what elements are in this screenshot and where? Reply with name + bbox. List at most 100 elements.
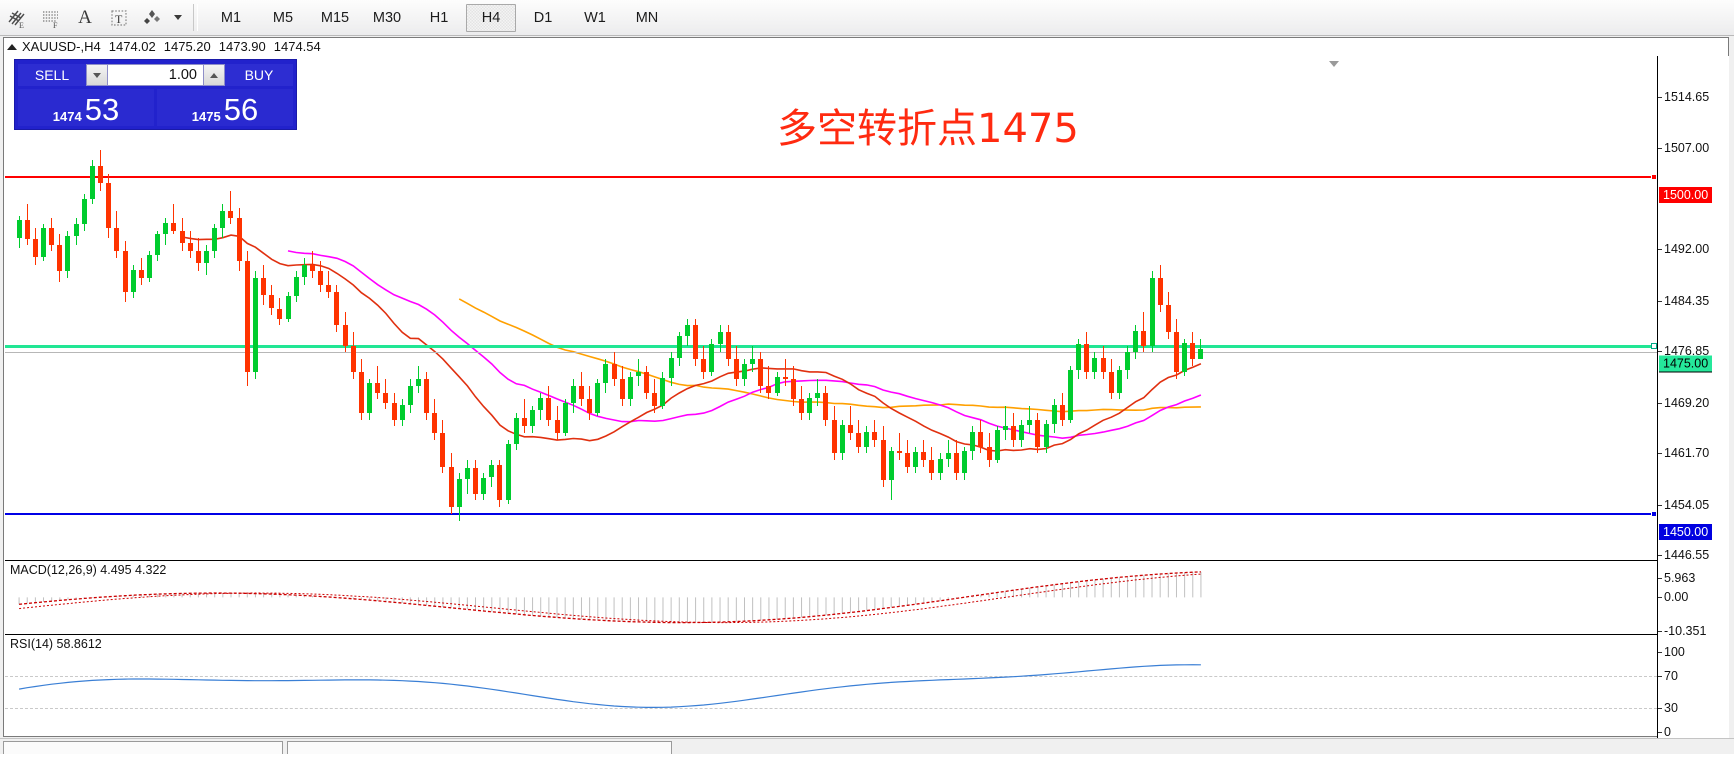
buy-price[interactable]: 1475 56 (157, 89, 293, 126)
candle-body (962, 450, 968, 474)
candle-body (1051, 404, 1057, 424)
candle-body (326, 284, 332, 292)
timeframe-mn[interactable]: MN (635, 9, 659, 26)
candle-body (1043, 423, 1049, 447)
symbol-bar: XAUUSD-,H4 1474.02 1475.20 1473.90 1474.… (4, 38, 1728, 55)
candle-body (896, 450, 902, 454)
candle-body (399, 404, 405, 420)
candle-body (652, 392, 658, 407)
candle-body (1019, 424, 1025, 440)
sell-button[interactable]: SELL (18, 64, 86, 86)
candle-body (49, 228, 55, 246)
trade-panel-top: SELL 1.00 BUY (15, 60, 296, 87)
buy-button[interactable]: BUY (225, 64, 293, 86)
rsi-pane[interactable]: RSI(14) 58.8612 (5, 636, 1657, 738)
price-tag-1475-00[interactable]: 1475.00 (1659, 355, 1713, 373)
candle-body (220, 210, 226, 229)
svg-text:E: E (19, 21, 24, 29)
macd-tick: 5.963 (1658, 571, 1695, 585)
candle-body (204, 251, 210, 264)
candle-body (856, 433, 862, 447)
objects-icon[interactable] (136, 1, 170, 34)
candle-wick (1004, 406, 1006, 440)
level-line-1500-00[interactable] (5, 174, 1657, 181)
price-tick: 1507.00 (1658, 141, 1709, 155)
price-tick: 1476.85 (1658, 344, 1709, 358)
candle-body (440, 433, 446, 467)
candle-body (138, 270, 144, 279)
candle-body (1076, 344, 1082, 370)
candle-body (212, 228, 218, 252)
chart-annotation-text[interactable]: 多空转折点1475 (777, 106, 1079, 152)
level-line-1450-00[interactable] (5, 510, 1657, 517)
text-box-icon[interactable]: T (102, 1, 136, 34)
candle-body (1010, 426, 1016, 440)
timeframe-h1[interactable]: H1 (429, 9, 449, 26)
candle-body (513, 418, 519, 444)
sell-price[interactable]: 1474 53 (18, 89, 154, 126)
candle-body (1141, 330, 1147, 346)
candle-body (16, 220, 22, 238)
timeframe-m1[interactable]: M1 (220, 9, 242, 26)
timeframe-m5[interactable]: M5 (272, 9, 294, 26)
candle-body (1149, 278, 1155, 346)
expand-triangle-icon[interactable] (7, 43, 17, 50)
candle-wick (817, 379, 819, 407)
chart-tab-1[interactable] (3, 741, 283, 754)
candle-body (456, 478, 462, 508)
candle-body (937, 458, 943, 474)
level-line-1475-00[interactable] (5, 343, 1657, 350)
candle-body (391, 402, 397, 420)
volume-input[interactable]: 1.00 (108, 64, 203, 86)
macd-pane[interactable]: MACD(12,26,9) 4.495 4.322 (5, 562, 1657, 635)
timeframe-h4[interactable]: H4 (466, 3, 516, 32)
candle-body (945, 453, 951, 459)
price-tick: 1492.00 (1658, 242, 1709, 256)
macd-tick: -10.351 (1658, 624, 1706, 638)
volume-decrement-button[interactable] (86, 64, 108, 86)
timeframe-d1[interactable]: D1 (533, 9, 553, 26)
candle-body (1182, 342, 1188, 373)
candle-body (978, 431, 984, 447)
text-label-icon[interactable]: A (68, 1, 102, 34)
level-handle[interactable] (1651, 174, 1657, 181)
candle-body (1190, 342, 1196, 359)
one-click-trade-panel[interactable]: SELL 1.00 BUY 1474 53 1475 56 (14, 59, 297, 130)
candle-body (228, 210, 234, 218)
candle-body (448, 466, 454, 508)
candle-body (733, 359, 739, 380)
timeframe-m15[interactable]: M15 (320, 9, 350, 26)
timeframe-w1[interactable]: W1 (584, 9, 606, 26)
candle-body (799, 399, 805, 413)
level-handle[interactable] (1651, 510, 1657, 517)
chart-scroll-indicator[interactable] (1329, 61, 1340, 68)
candle-body (603, 364, 609, 384)
chart-tab-2[interactable] (287, 741, 672, 754)
price-tag-1450-00[interactable]: 1450.00 (1659, 523, 1713, 540)
price-tick: 1469.20 (1658, 396, 1709, 410)
volume-increment-button[interactable] (203, 64, 225, 86)
trade-panel-prices: 1474 53 1475 56 (15, 87, 296, 129)
candle-body (81, 198, 87, 225)
price-tag-1500-00[interactable]: 1500.00 (1659, 187, 1713, 204)
fibonacci-icon[interactable]: F (34, 1, 68, 34)
candle-body (864, 431, 870, 447)
candle-body (146, 255, 152, 279)
indicators-icon[interactable]: E (0, 1, 34, 34)
candle-wick (1200, 338, 1202, 356)
candle-body (481, 477, 487, 494)
candle-body (619, 379, 625, 400)
rsi-level-30 (5, 708, 1657, 709)
candle-body (89, 166, 95, 199)
candle-body (473, 468, 478, 494)
macd-signal-line (19, 573, 1201, 624)
price-scale[interactable]: 1514.65 1507.00 1492.00 1484.35 1476.85 1469.… (1657, 56, 1729, 739)
candle-body (660, 377, 666, 407)
candle-body (994, 430, 1000, 460)
candle-wick (898, 433, 900, 460)
timeframe-m30[interactable]: M30 (372, 9, 402, 26)
candle-body (407, 385, 413, 405)
price-pane[interactable] (5, 56, 1657, 561)
level-handle[interactable] (1651, 343, 1657, 350)
objects-dropdown-arrow[interactable] (170, 1, 186, 34)
